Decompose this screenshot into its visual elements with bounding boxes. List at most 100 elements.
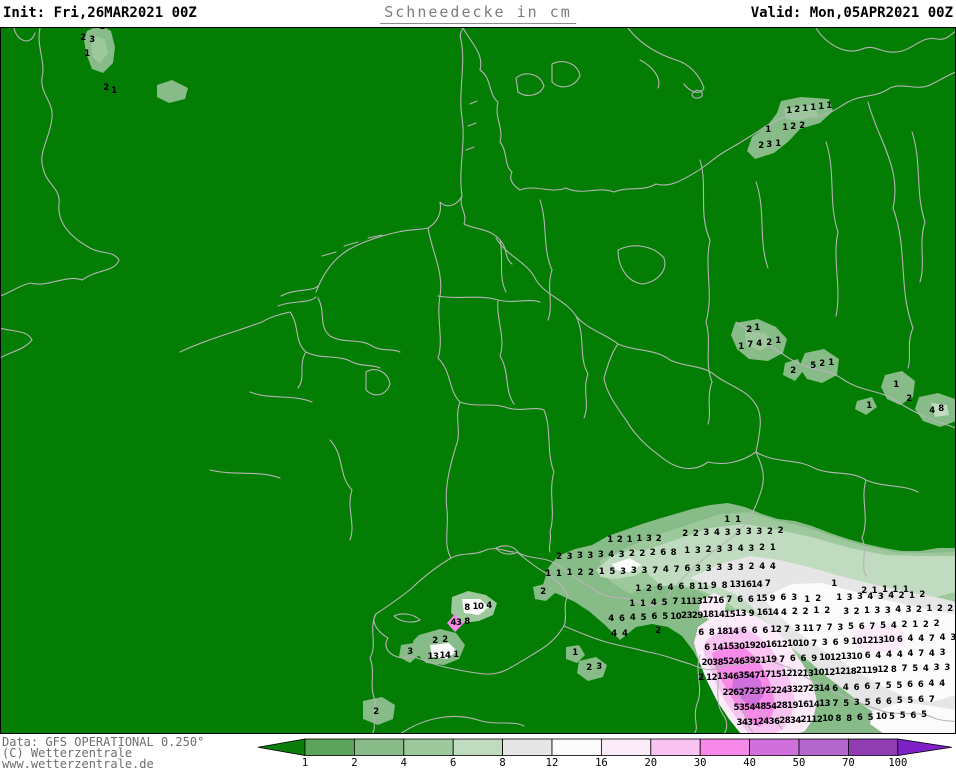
snow-value: 19 [786, 700, 799, 711]
snow-value: 2 [790, 121, 796, 132]
snow-value: 17 [759, 670, 771, 681]
snow-value: 23 [681, 610, 693, 621]
snow-value: 33 [786, 685, 798, 696]
snow-value: 12 [861, 636, 874, 646]
snow-value: 7 [901, 664, 908, 675]
snow-value: 72 [743, 686, 755, 697]
snow-value: 1 [810, 102, 816, 113]
snow-value: 3 [694, 545, 701, 556]
snow-value: 3 [620, 566, 626, 577]
snow-value: 34 [736, 717, 748, 728]
snow-value: 1 [629, 598, 635, 609]
snow-value: 1 [635, 583, 641, 594]
snow-value: 13 [819, 699, 831, 710]
snow-value: 1 [786, 105, 792, 116]
snow-value: 6 [918, 695, 924, 706]
snow-value: 18 [716, 626, 728, 637]
snow-value: 6 [656, 582, 663, 593]
snow-value: 6 [910, 710, 916, 721]
snow-value: 1 [802, 103, 808, 114]
snow-value: 18 [845, 666, 857, 677]
chart-title: Schneedecke in cm [380, 3, 576, 24]
snow-value: 4 [896, 649, 903, 660]
snow-value: 1 [84, 48, 90, 59]
snow-value: 1 [626, 534, 633, 545]
snow-value: 3 [735, 527, 741, 538]
snow-value: 1 [607, 534, 613, 545]
snow-value: 2 [947, 603, 953, 614]
snow-value: 1 [684, 545, 690, 556]
snow-value: 3 [756, 526, 762, 537]
snow-value: 1 [735, 514, 741, 525]
snow-value: 10 [875, 711, 887, 722]
snow-value: 12 [770, 624, 782, 635]
snow-value: 13 [729, 580, 741, 591]
snow-value: 3 [695, 563, 701, 574]
snow-value: 1 [828, 357, 834, 368]
snow-value: 7 [918, 648, 924, 659]
snow-value: 6 [751, 625, 758, 636]
snow-value: 16 [765, 640, 777, 651]
snow-value: 6 [651, 612, 657, 623]
snow-value: 2 [682, 528, 688, 539]
snow-value: 6 [853, 682, 860, 693]
snow-value: 6 [660, 547, 666, 558]
snow-value: 3 [577, 550, 583, 561]
snow-value: 4 [737, 543, 744, 554]
snow-value: 1 [912, 619, 918, 630]
snow-value: 10 [851, 636, 863, 647]
snow-value: 1 [640, 598, 646, 609]
scale-tick-label: 16 [595, 757, 608, 768]
snow-value: 3 [884, 605, 891, 616]
snow-value: 4 [928, 679, 935, 690]
snow-value: 14 [712, 642, 724, 653]
snow-value: 30 [733, 641, 745, 652]
snow-value: 47 [748, 670, 761, 681]
snow-value: 4 [875, 650, 881, 661]
scale-segment [699, 738, 751, 756]
snow-value: 11 [680, 596, 692, 607]
scale-tick-label: 6 [450, 757, 456, 768]
scale-tick-label: 2 [351, 757, 357, 768]
snow-value: 1 [831, 578, 837, 589]
snow-value: 3 [705, 563, 712, 574]
website-label: www.wetterzentrale.de [2, 757, 154, 768]
snow-value: 3 [727, 544, 733, 555]
snow-value: 6 [748, 594, 754, 605]
snow-value: 4 [939, 678, 945, 689]
snow-value: 3 [724, 527, 731, 538]
snow-value: 3 [89, 34, 95, 45]
snow-value: 12 [811, 714, 823, 725]
snow-value: 6 [886, 696, 892, 707]
snow-value: 3 [791, 592, 797, 603]
snow-value: 3 [939, 647, 946, 658]
snow-value: 7 [747, 339, 753, 350]
snow-value: 2 [777, 526, 784, 537]
snow-value: 10 [851, 651, 863, 662]
snow-value: 1 [871, 585, 878, 596]
snow-value: 4 [756, 338, 762, 349]
snow-value: 14 [767, 607, 779, 618]
snow-value: 1 [813, 606, 819, 617]
snow-value: 5 [896, 696, 903, 706]
snow-value: 16 [797, 700, 809, 711]
scale-tick-label: 30 [694, 757, 707, 768]
scale-tick-label: 40 [743, 757, 756, 768]
snow-value: 1 [111, 85, 117, 96]
snow-value: 4 [888, 591, 894, 601]
snow-value: 4 [714, 527, 720, 538]
snow-value: 2 [759, 542, 765, 553]
snow-value: 2 [861, 585, 867, 596]
snow-value: 2 [639, 548, 645, 559]
snow-value: 4 [629, 612, 636, 623]
snow-value: 1 [818, 101, 824, 112]
snow-value: 6 [832, 683, 838, 694]
snow-value: 12 [834, 666, 846, 677]
snow-value: 2 [540, 586, 546, 597]
snow-value: 16 [756, 608, 768, 619]
snow-value: 1 [882, 585, 888, 596]
snow-value: 16 [712, 595, 724, 606]
snow-value: 15 [770, 669, 782, 680]
snow-value: 6 [800, 653, 807, 664]
snow-value: 27 [797, 684, 809, 695]
